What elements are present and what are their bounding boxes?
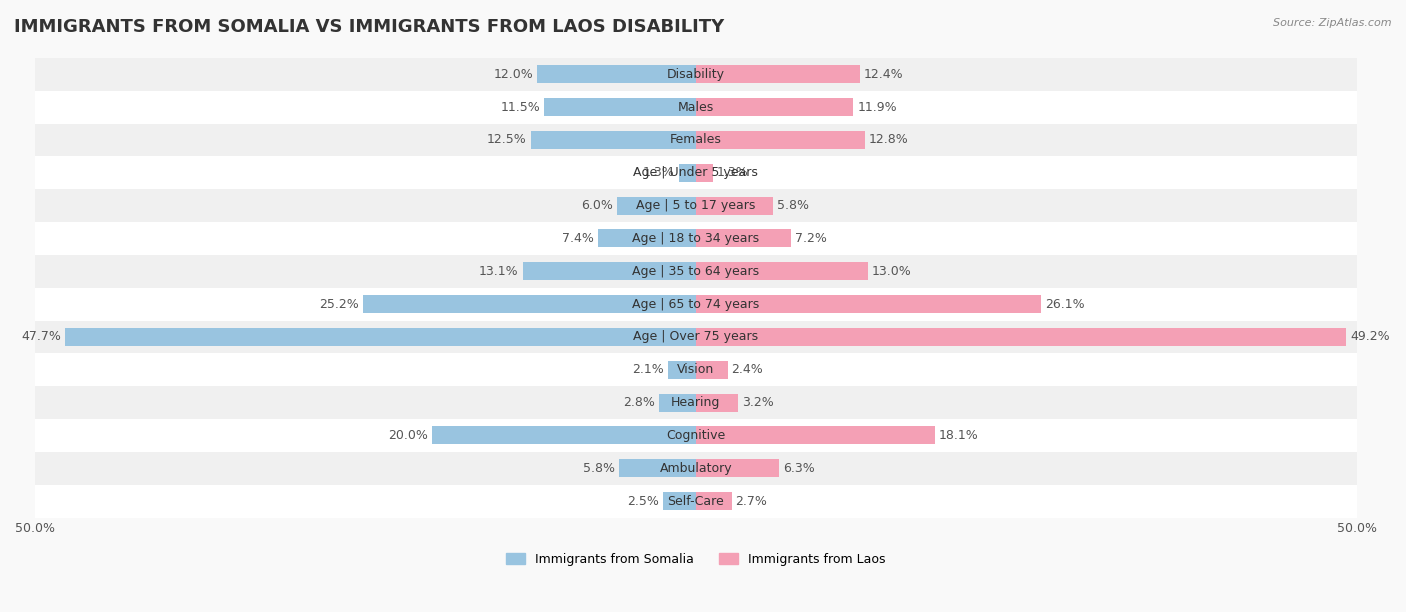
Bar <box>696 98 853 116</box>
Text: 20.0%: 20.0% <box>388 429 427 442</box>
Text: 6.0%: 6.0% <box>581 199 613 212</box>
Text: 2.8%: 2.8% <box>623 396 655 409</box>
Bar <box>544 98 696 116</box>
Bar <box>696 459 779 477</box>
Bar <box>35 419 1357 452</box>
Text: Age | Over 75 years: Age | Over 75 years <box>633 330 758 343</box>
Text: 25.2%: 25.2% <box>319 297 359 311</box>
Text: 2.4%: 2.4% <box>731 364 763 376</box>
Text: 12.8%: 12.8% <box>869 133 908 146</box>
Bar <box>35 91 1357 124</box>
Bar <box>363 295 696 313</box>
Text: Age | 35 to 64 years: Age | 35 to 64 years <box>633 265 759 278</box>
Text: Age | 18 to 34 years: Age | 18 to 34 years <box>633 232 759 245</box>
Bar <box>696 262 868 280</box>
Text: 26.1%: 26.1% <box>1045 297 1084 311</box>
Bar <box>537 65 696 83</box>
Text: 1.3%: 1.3% <box>717 166 749 179</box>
Text: 13.0%: 13.0% <box>872 265 911 278</box>
Bar <box>530 131 696 149</box>
Text: Age | 5 to 17 years: Age | 5 to 17 years <box>637 199 755 212</box>
Bar <box>696 394 738 412</box>
Bar <box>35 485 1357 518</box>
Text: 7.4%: 7.4% <box>562 232 595 245</box>
Bar <box>432 427 696 444</box>
Bar <box>35 353 1357 386</box>
Text: 1.3%: 1.3% <box>643 166 675 179</box>
Text: 12.4%: 12.4% <box>863 68 904 81</box>
Text: 6.3%: 6.3% <box>783 462 815 475</box>
Bar <box>35 288 1357 321</box>
Bar <box>696 164 713 182</box>
Text: 5.8%: 5.8% <box>776 199 808 212</box>
Bar <box>523 262 696 280</box>
Text: 11.5%: 11.5% <box>501 100 540 114</box>
Bar <box>696 360 728 379</box>
Bar <box>66 328 696 346</box>
Bar <box>35 189 1357 222</box>
Text: 18.1%: 18.1% <box>939 429 979 442</box>
Bar <box>696 230 792 247</box>
Bar <box>35 321 1357 353</box>
Bar <box>696 492 731 510</box>
Text: 3.2%: 3.2% <box>742 396 773 409</box>
Bar <box>696 295 1040 313</box>
Bar <box>619 459 696 477</box>
Text: Hearing: Hearing <box>671 396 721 409</box>
Bar <box>696 196 772 215</box>
Text: Age | Under 5 years: Age | Under 5 years <box>634 166 758 179</box>
Bar <box>35 255 1357 288</box>
Bar <box>35 386 1357 419</box>
Text: 13.1%: 13.1% <box>479 265 519 278</box>
Bar <box>617 196 696 215</box>
Bar <box>35 124 1357 156</box>
Bar <box>35 452 1357 485</box>
Text: 47.7%: 47.7% <box>21 330 62 343</box>
Bar <box>659 394 696 412</box>
Text: Males: Males <box>678 100 714 114</box>
Bar <box>35 58 1357 91</box>
Text: 12.0%: 12.0% <box>494 68 533 81</box>
Text: Source: ZipAtlas.com: Source: ZipAtlas.com <box>1274 18 1392 28</box>
Text: 12.5%: 12.5% <box>486 133 527 146</box>
Text: 7.2%: 7.2% <box>794 232 827 245</box>
Text: Vision: Vision <box>678 364 714 376</box>
Bar <box>668 360 696 379</box>
Bar <box>696 131 865 149</box>
Text: 5.8%: 5.8% <box>583 462 616 475</box>
Text: Ambulatory: Ambulatory <box>659 462 733 475</box>
Text: Females: Females <box>671 133 721 146</box>
Bar <box>696 427 935 444</box>
Text: 2.7%: 2.7% <box>735 494 768 507</box>
Text: 2.5%: 2.5% <box>627 494 659 507</box>
Text: Age | 65 to 74 years: Age | 65 to 74 years <box>633 297 759 311</box>
Text: Cognitive: Cognitive <box>666 429 725 442</box>
Bar <box>598 230 696 247</box>
Bar <box>696 328 1347 346</box>
Text: 49.2%: 49.2% <box>1350 330 1391 343</box>
Text: 2.1%: 2.1% <box>633 364 664 376</box>
Bar <box>696 65 860 83</box>
Bar <box>662 492 696 510</box>
Text: 11.9%: 11.9% <box>858 100 897 114</box>
Bar <box>35 156 1357 189</box>
Bar <box>35 222 1357 255</box>
Bar <box>679 164 696 182</box>
Text: Disability: Disability <box>666 68 725 81</box>
Text: IMMIGRANTS FROM SOMALIA VS IMMIGRANTS FROM LAOS DISABILITY: IMMIGRANTS FROM SOMALIA VS IMMIGRANTS FR… <box>14 18 724 36</box>
Text: Self-Care: Self-Care <box>668 494 724 507</box>
Legend: Immigrants from Somalia, Immigrants from Laos: Immigrants from Somalia, Immigrants from… <box>502 548 890 571</box>
